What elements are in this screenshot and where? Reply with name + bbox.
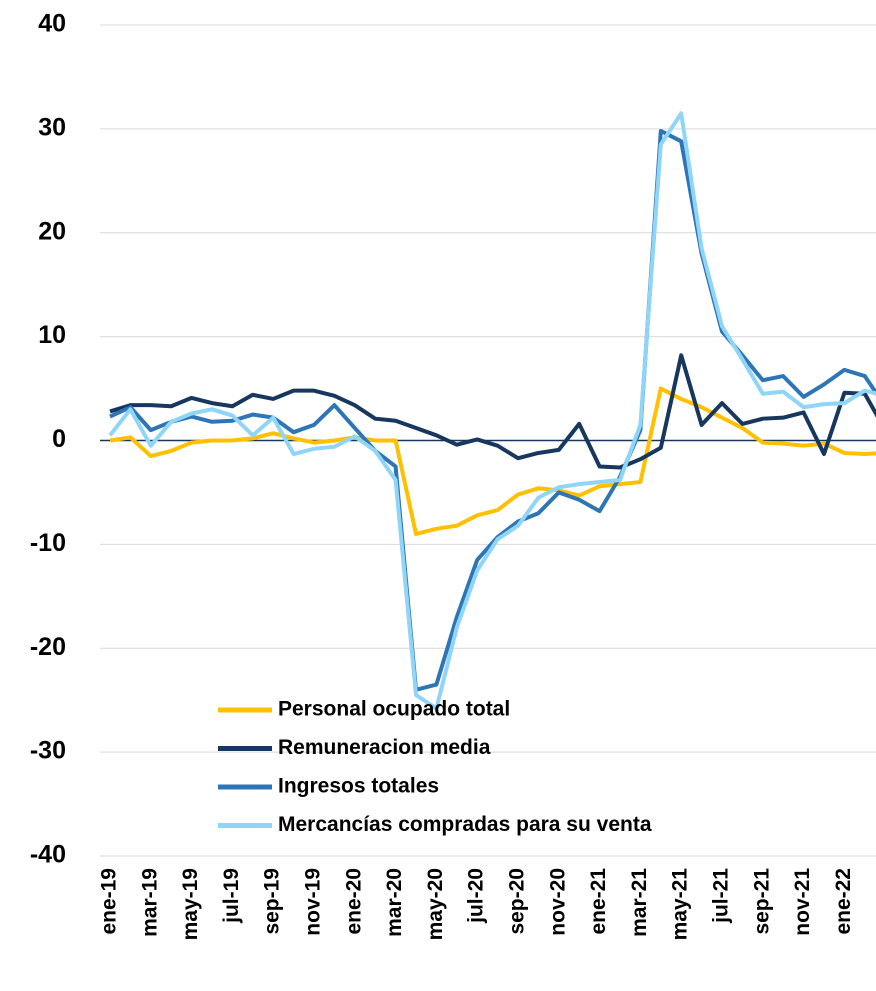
x-tick-label: mar-21 xyxy=(628,868,651,937)
x-tick-label: ene-22 xyxy=(832,868,855,935)
x-tick-label: ene-20 xyxy=(342,868,365,935)
x-tick-label: nov-20 xyxy=(546,868,569,936)
x-tick-label: jul-21 xyxy=(710,868,733,924)
y-tick-label: -30 xyxy=(30,737,66,765)
x-tick-label: ene-21 xyxy=(587,868,610,935)
x-tick-label: mar-22 xyxy=(873,868,876,937)
x-tick-label: nov-21 xyxy=(791,868,814,936)
x-tick-label: may-19 xyxy=(179,868,202,940)
y-tick-label: -10 xyxy=(30,529,66,557)
x-tick-label: sep-21 xyxy=(750,868,773,935)
x-tick-label: nov-19 xyxy=(302,868,325,936)
series-line xyxy=(109,353,876,470)
series-line xyxy=(109,128,876,692)
y-tick-label: 30 xyxy=(38,113,66,141)
y-tick-label: -40 xyxy=(30,841,66,869)
legend-label: Personal ocupado total xyxy=(278,698,510,721)
y-tick-label: 10 xyxy=(38,321,66,349)
x-tick-label: sep-20 xyxy=(506,868,529,935)
legend-label: Remuneracion media xyxy=(278,736,491,759)
x-tick-label: jul-19 xyxy=(220,868,243,924)
x-tick-label: may-21 xyxy=(669,868,692,941)
x-tick-label: may-20 xyxy=(424,868,447,940)
legend-label: Mercancías compradas para su venta xyxy=(278,813,652,836)
y-tick-label: -20 xyxy=(30,633,66,661)
x-tick-label: ene-19 xyxy=(98,868,121,935)
series-line xyxy=(108,111,876,711)
y-tick-label: 20 xyxy=(38,217,66,245)
x-tick-label: mar-19 xyxy=(138,868,161,937)
y-tick-label: 0 xyxy=(52,425,66,453)
series-line xyxy=(109,386,876,536)
x-tick-label: jul-20 xyxy=(465,868,488,924)
y-tick-label: 40 xyxy=(38,10,66,38)
x-tick-label: mar-20 xyxy=(383,868,406,937)
legend-label: Ingresos totales xyxy=(278,775,439,798)
x-tick-label: sep-19 xyxy=(261,868,284,935)
